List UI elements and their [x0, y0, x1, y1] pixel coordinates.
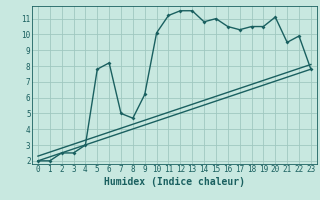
- X-axis label: Humidex (Indice chaleur): Humidex (Indice chaleur): [104, 177, 245, 187]
